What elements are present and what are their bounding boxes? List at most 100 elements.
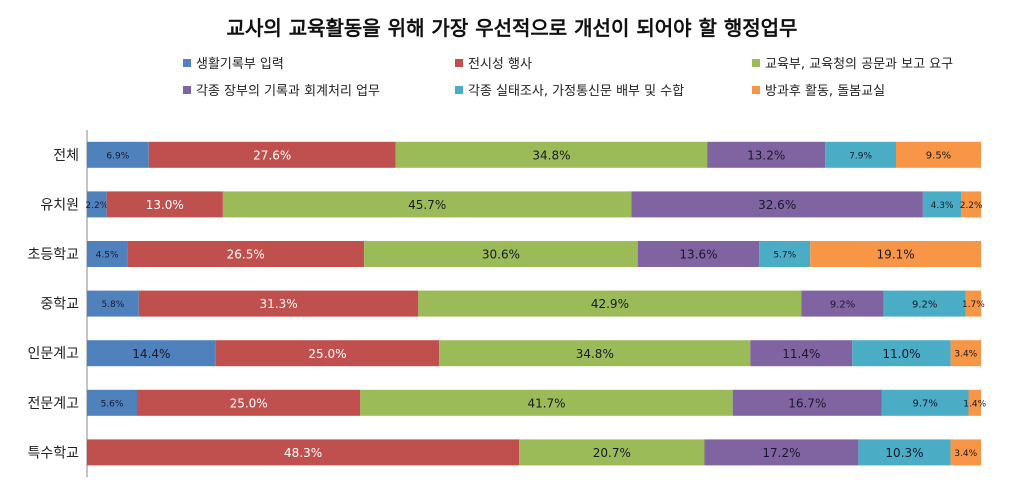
legend-item: 교육부, 교육청의 공문과 보고 요구 [752,53,953,72]
bar-segment [87,241,128,267]
data-label: 5.6% [101,399,124,409]
data-label: 34.8% [532,148,570,162]
bar-segment [87,141,149,168]
bar-segment [732,389,882,416]
bar-segment [825,141,896,168]
data-label: 4.5% [96,250,119,260]
data-label: 42.9% [591,297,629,311]
bar-segment [87,290,139,317]
bar-segment [895,141,981,168]
bar-segment [883,290,966,317]
legend-swatch [183,85,191,94]
legend-item: 방과후 활동, 돌봄교실 [752,80,885,99]
bar-segment [922,191,962,218]
data-label: 3.4% [954,449,977,459]
y-tick-label: 특수학교 [27,445,79,461]
legend-label: 각종 실태조사, 가정통신문 배부 및 수합 [468,84,685,99]
bar-segment [138,290,419,317]
data-label: 14.4% [132,347,170,361]
data-label: 13.6% [679,248,717,262]
data-label: 1.4% [963,399,986,409]
data-label: 32.6% [758,198,796,212]
data-label: 19.1% [877,248,915,262]
data-label: 16.7% [788,396,826,410]
bar-segment [750,340,853,367]
legend-swatch [752,85,760,94]
data-label: 34.8% [576,347,614,361]
bar-segment [222,191,632,218]
data-label: 7.9% [849,151,872,161]
legend-swatch [455,85,463,94]
y-tick-label: 초등학교 [27,247,79,263]
legend-swatch [183,58,191,67]
data-label: 2.2% [960,201,983,211]
legend-item: 전시성 행사 [455,53,532,72]
data-label: 45.7% [408,198,446,212]
y-tick-label: 전체 [53,148,79,164]
data-label: 41.7% [527,396,565,410]
bar-segment [707,141,826,168]
data-label: 11.0% [882,347,920,361]
bar-segment [137,389,361,416]
bar-segment [950,439,981,466]
chart-title: 교사의 교육활동을 위해 가장 우선적으로 개선이 되어야 할 행정업무 [226,16,798,40]
bar-segment [637,241,760,267]
bar-segment [968,389,981,416]
data-label: 6.9% [106,151,129,161]
bar-segment [965,290,981,317]
data-label: 25.0% [230,396,268,410]
data-label: 5.8% [101,300,124,310]
bar-segment [418,290,802,317]
y-tick-label: 전문계고 [27,396,79,412]
data-label: 5.7% [773,250,796,260]
bar-segment [87,340,216,367]
data-label: 48.3% [284,446,322,460]
bar-segment [858,439,951,466]
legend-label: 각종 장부의 기록과 회계처리 업무 [196,84,380,99]
bar-segment [759,241,811,267]
data-label: 9.7% [912,399,937,410]
bar-segment [364,241,638,267]
bar-segment [704,439,859,466]
data-label: 3.4% [954,350,977,360]
bar-segment [148,141,396,168]
y-tick-label: 중학교 [40,297,79,313]
bar-segment [87,439,520,466]
legend-label: 방과후 활동, 돌봄교실 [765,84,886,99]
bar-segment [87,389,138,416]
data-label: 13.0% [146,198,184,212]
data-label: 10.3% [885,446,923,460]
data-label: 4.3% [931,201,954,211]
bar-segment [961,191,981,218]
data-label: 26.5% [227,248,265,262]
data-label: 31.3% [260,297,298,311]
bar-segment [950,340,981,367]
data-label: 2.2% [85,201,108,211]
bar-segment [215,340,440,367]
data-label: 11.4% [782,347,820,361]
legend-item: 각종 실태조사, 가정통신문 배부 및 수합 [455,80,684,99]
bar-segment [810,241,981,267]
data-label: 13.2% [747,148,785,162]
bar-segment [801,290,884,317]
bar-segment [106,191,223,218]
data-label: 25.0% [308,347,346,361]
data-label: 9.2% [830,299,855,310]
y-tick-label: 유치원 [40,197,79,213]
data-label: 30.6% [482,248,520,262]
bar-segment [360,389,733,416]
bar-segment [519,439,705,466]
data-label: 9.5% [926,151,951,162]
legend-swatch [455,58,463,67]
bar-segment [395,141,708,168]
data-label: 1.7% [962,300,985,310]
legend-label: 교육부, 교육청의 공문과 보고 요구 [765,57,954,72]
legend-label: 전시성 행사 [468,57,532,72]
y-tick-label: 인문계고 [27,346,79,362]
bar-segment [87,191,107,218]
bar-segment [852,340,951,367]
legend-swatch [752,58,760,67]
bar-segment [439,340,751,367]
data-label: 27.6% [253,148,291,162]
